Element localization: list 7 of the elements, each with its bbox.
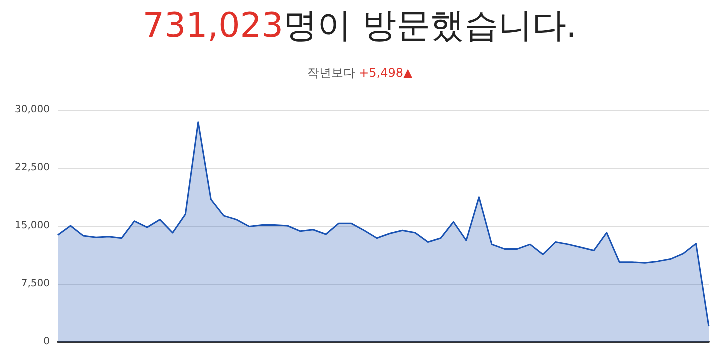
y-tick-label: 0 (44, 336, 50, 348)
y-tick-label: 7,500 (21, 278, 50, 290)
chart-title: 731,023명이 방문했습니다. (142, 6, 578, 46)
y-tick-label: 15,000 (15, 220, 50, 232)
chart-subtitle: 작년보다 +5,498▲ (307, 66, 414, 80)
y-tick-label: 30,000 (15, 104, 50, 116)
y-tick-label: 22,500 (15, 162, 50, 174)
